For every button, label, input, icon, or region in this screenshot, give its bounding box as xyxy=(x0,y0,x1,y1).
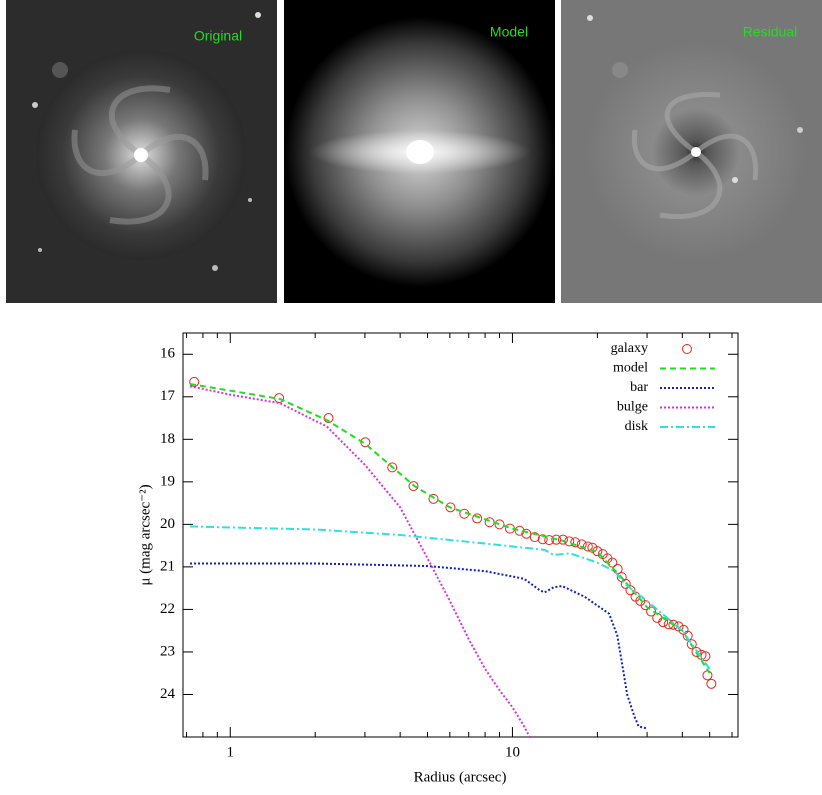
plot-frame xyxy=(182,332,739,738)
series-line xyxy=(190,562,648,730)
data-point xyxy=(686,639,697,650)
series-line xyxy=(189,383,711,674)
x-tick-label: 1 xyxy=(227,744,235,760)
legend-marker xyxy=(682,344,692,354)
legend-label: model xyxy=(613,361,648,376)
data-point xyxy=(387,462,398,473)
series-line xyxy=(189,385,531,737)
data-point xyxy=(668,619,679,630)
panel-label: Model xyxy=(490,24,528,40)
y-tick-label: 20 xyxy=(160,516,175,532)
data-point xyxy=(625,585,636,596)
data-point xyxy=(323,413,334,424)
data-point xyxy=(551,534,562,545)
y-tick-label: 17 xyxy=(160,388,176,404)
model-panel: Model xyxy=(284,0,555,303)
data-point xyxy=(576,539,587,550)
y-tick-label: 19 xyxy=(160,473,175,489)
data-point xyxy=(521,528,532,539)
data-point xyxy=(494,519,505,530)
data-point xyxy=(537,534,548,545)
data-point xyxy=(706,678,717,689)
y-tick-label: 23 xyxy=(160,643,175,659)
data-point xyxy=(702,670,713,681)
data-point xyxy=(570,537,581,548)
y-axis-title: μ (mag arcsec⁻²) xyxy=(137,484,153,585)
legend-label: galaxy xyxy=(611,341,648,356)
data-point xyxy=(445,502,456,513)
data-point xyxy=(544,535,555,546)
legend-label: bar xyxy=(630,380,648,395)
data-point xyxy=(700,651,711,662)
data-point xyxy=(587,542,598,553)
y-tick-label: 18 xyxy=(160,431,175,447)
data-point xyxy=(360,437,371,448)
data-point xyxy=(691,646,702,657)
data-point xyxy=(557,534,568,545)
panel-label: Original xyxy=(194,28,242,44)
x-axis-title: Radius (arcsec) xyxy=(414,769,507,785)
legend-label: disk xyxy=(625,419,648,434)
y-tick-label: 16 xyxy=(160,346,176,362)
x-tick-label: 10 xyxy=(505,744,520,760)
data-point xyxy=(472,513,483,524)
plot-area xyxy=(189,376,717,737)
original-panel: Original xyxy=(6,0,277,303)
data-point xyxy=(640,600,651,611)
residual-panel: Residual xyxy=(561,0,822,303)
data-point xyxy=(428,493,439,504)
data-point xyxy=(529,532,540,543)
panel-label: Residual xyxy=(743,24,797,40)
series-line xyxy=(189,525,711,670)
data-point xyxy=(646,606,657,617)
data-point xyxy=(620,578,631,589)
y-tick-label: 21 xyxy=(160,558,175,574)
y-tick-label: 22 xyxy=(160,601,175,617)
data-point xyxy=(673,621,684,632)
y-tick-label: 24 xyxy=(160,686,176,702)
data-point xyxy=(408,481,419,492)
legend-label: bulge xyxy=(617,400,648,415)
